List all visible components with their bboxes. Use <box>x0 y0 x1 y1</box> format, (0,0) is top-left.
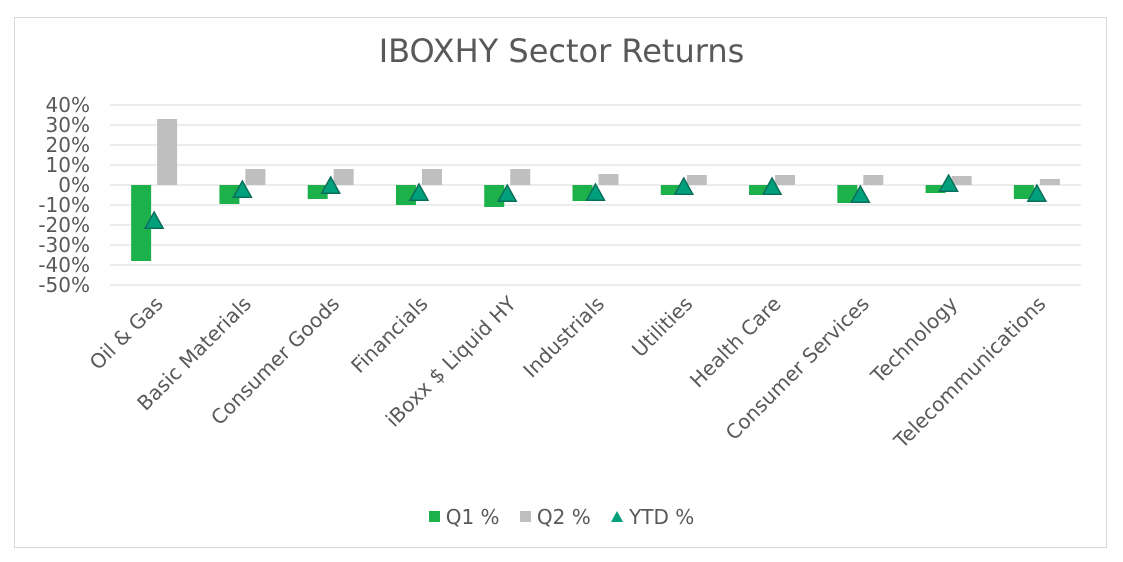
marker-ytd <box>408 182 430 201</box>
y-tick-label: 10% <box>46 153 90 177</box>
marker-ytd <box>232 179 253 198</box>
legend-ytd-marker <box>611 510 624 522</box>
bar-q1 <box>219 185 240 204</box>
bar-q2 <box>421 169 442 185</box>
y-tick-label: -30% <box>38 233 90 257</box>
marker-ytd <box>673 176 695 195</box>
y-tick-label: 20% <box>46 133 90 157</box>
marker-ytd <box>320 175 341 194</box>
bar-q1 <box>837 185 858 203</box>
bar-q2 <box>598 174 619 185</box>
category-label: Oil & Gas <box>85 292 168 375</box>
marker-ytd <box>496 183 518 202</box>
legend-q1-label: Q1 % <box>445 504 500 529</box>
bar-q2 <box>1039 179 1060 185</box>
category-label: Utilities <box>627 292 697 362</box>
bar-q1 <box>131 185 152 261</box>
y-tick-label: -50% <box>38 273 90 297</box>
y-tick-label: 0% <box>58 173 90 197</box>
marker-ytd <box>143 210 165 229</box>
marker-ytd <box>585 182 606 201</box>
bar-q1 <box>749 185 770 195</box>
legend-q1-swatch <box>428 510 440 522</box>
bar-q2 <box>245 169 266 185</box>
category-label: Telecommunications <box>888 292 1050 454</box>
bar-q2 <box>157 119 178 185</box>
bar-q1 <box>1013 185 1034 199</box>
bar-q2 <box>333 169 354 185</box>
y-tick-label: -20% <box>38 213 90 237</box>
y-tick-label: -40% <box>38 253 90 277</box>
category-label: Financials <box>346 292 432 378</box>
legend-q2-swatch <box>519 510 531 522</box>
y-tick-label: 30% <box>46 113 90 137</box>
bar-q2 <box>510 169 531 185</box>
y-tick-label: 40% <box>46 93 90 117</box>
bar-q2 <box>951 176 972 185</box>
bar-q1 <box>307 185 328 199</box>
legend-ytd: YTD % <box>611 505 694 529</box>
bar-q2 <box>775 175 796 185</box>
category-label: Technology <box>865 291 962 388</box>
marker-ytd <box>761 176 783 195</box>
legend-q2-label: Q2 % <box>536 504 591 529</box>
chart-title: IBOXHY Sector Returns <box>378 32 745 70</box>
marker-ytd <box>850 184 871 203</box>
chart-legend: Q1 % Q2 % YTD % <box>0 503 1123 529</box>
marker-ytd <box>1026 183 1048 202</box>
bar-q1 <box>925 185 946 193</box>
bar-q2 <box>686 175 707 185</box>
bar-q1 <box>660 185 681 195</box>
y-tick-label: -10% <box>38 193 90 217</box>
category-label: Industrials <box>518 292 609 383</box>
legend-q1: Q1 % <box>428 504 500 529</box>
bar-q2 <box>863 175 884 185</box>
legend-q2: Q2 % <box>519 504 591 529</box>
category-label: Consumer Services <box>721 292 874 445</box>
marker-ytd <box>938 173 959 192</box>
legend-ytd-label: YTD % <box>629 504 695 529</box>
